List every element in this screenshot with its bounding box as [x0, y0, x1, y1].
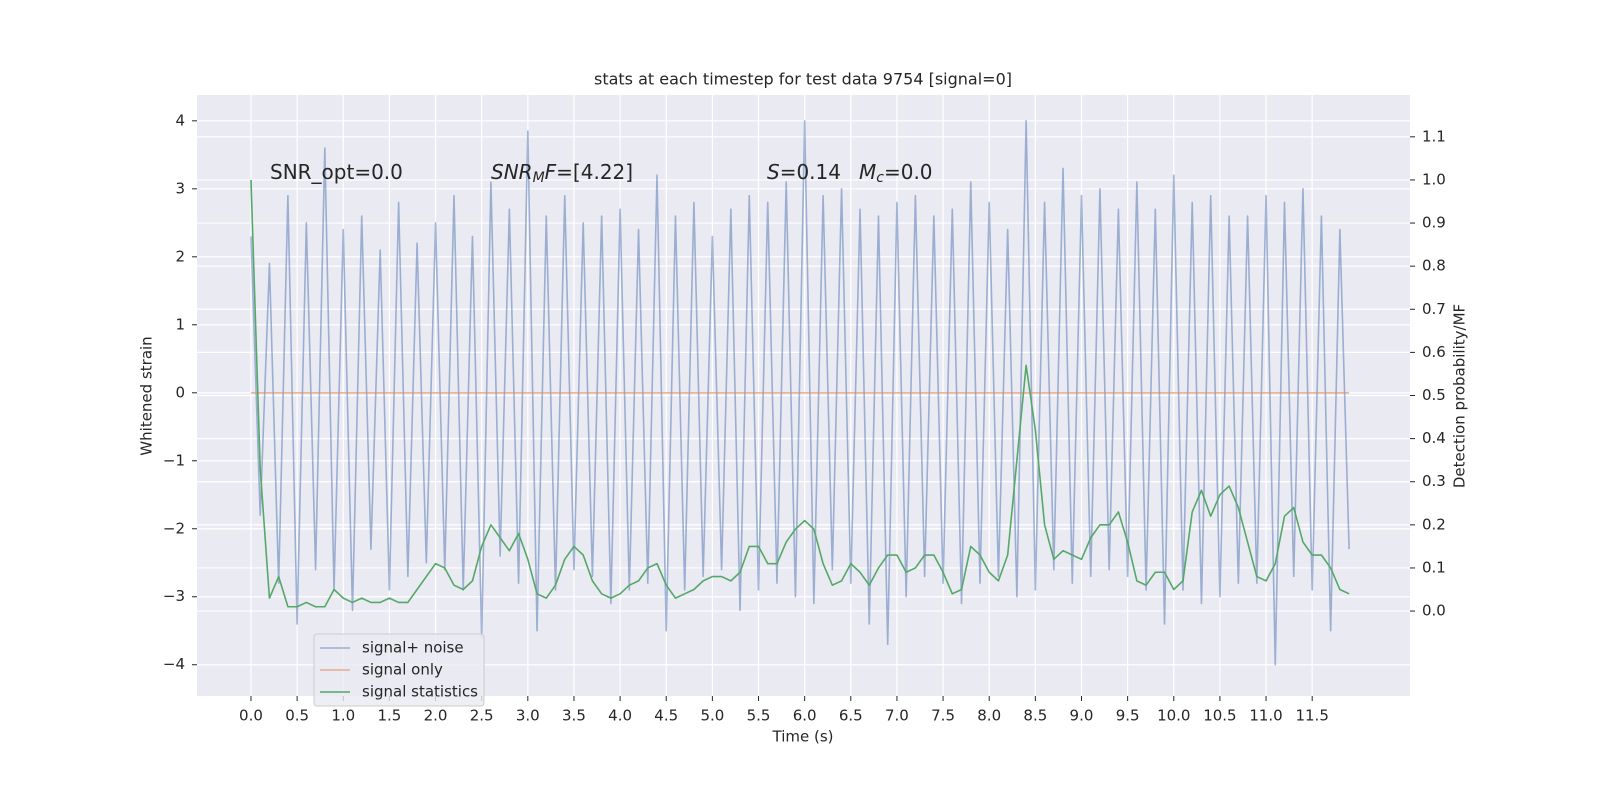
chart-title: stats at each timestep for test data 975…	[594, 70, 1012, 89]
x-tick-label: 8.5	[1023, 707, 1047, 725]
y2-tick-label: 1.1	[1422, 127, 1446, 145]
x-axis-label: Time (s)	[772, 728, 834, 746]
annotation: Mc=0.0	[859, 160, 933, 187]
legend-label: signal+ noise	[362, 639, 464, 657]
x-tick-label: 2.5	[470, 707, 494, 725]
y-tick-label: 3	[175, 179, 185, 197]
y2-tick-label: 0.8	[1422, 257, 1446, 275]
annotation-part: SNR_opt=0.0	[270, 160, 403, 184]
y2-tick-label: 0.6	[1422, 343, 1446, 361]
x-tick-label: 6.5	[839, 707, 863, 725]
annotation-part: =0.0	[884, 160, 933, 184]
x-tick-label: 9.0	[1070, 707, 1094, 725]
annotation-part: =[4.22]	[556, 160, 633, 184]
y2-tick-label: 0.7	[1422, 300, 1446, 318]
x-tick-label: 1.5	[377, 707, 401, 725]
y-tick-label: −2	[163, 519, 185, 537]
y2-tick-label: 0.2	[1422, 515, 1446, 533]
series-line	[250, 120, 1350, 666]
annotation-part: =0.14	[780, 160, 841, 184]
x-tick-label: 7.5	[931, 707, 955, 725]
x-tick-label: 5.5	[747, 707, 771, 725]
x-tick-label: 3.0	[516, 707, 540, 725]
x-tick-label: 11.0	[1249, 707, 1282, 725]
y-tick-label: 4	[175, 111, 185, 129]
x-tick-label: 1.0	[331, 707, 355, 725]
y2-tick-label: 1.0	[1422, 170, 1446, 188]
y-tick-label: 0	[175, 383, 185, 401]
x-tick-label: 9.5	[1116, 707, 1140, 725]
y2-tick-label: 0.4	[1422, 429, 1446, 447]
legend-label: signal only	[362, 661, 443, 679]
y2-axis-label: Detection probability/MF	[1451, 304, 1469, 488]
x-tick-label: 0.5	[285, 707, 309, 725]
y-tick-label: 1	[175, 315, 185, 333]
annotation: S=0.14	[767, 160, 841, 184]
series-line	[250, 179, 1350, 608]
x-tick-label: 11.5	[1295, 707, 1328, 725]
x-tick-label: 6.0	[793, 707, 817, 725]
annotation-part: M	[533, 170, 545, 186]
x-tick-label: 5.0	[700, 707, 724, 725]
x-tick-label: 4.5	[654, 707, 678, 725]
legend-label: signal statistics	[362, 683, 478, 701]
y-axis-label: Whitened strain	[138, 336, 156, 455]
y2-tick-label: 0.3	[1422, 472, 1446, 490]
x-tick-label: 8.0	[977, 707, 1001, 725]
annotation-part: c	[876, 170, 884, 186]
legend-box	[313, 633, 485, 707]
y-tick-label: −4	[163, 655, 185, 673]
annotation-part: SNR	[491, 160, 533, 184]
x-tick-label: 10.0	[1157, 707, 1190, 725]
annotation: SNRMF=[4.22]	[491, 160, 633, 187]
y-tick-label: −3	[163, 587, 185, 605]
y-tick-label: 2	[175, 247, 185, 265]
annotation-part: F	[545, 160, 557, 184]
y2-tick-label: 0.1	[1422, 558, 1446, 576]
x-tick-label: 10.5	[1203, 707, 1236, 725]
x-tick-label: 0.0	[239, 707, 263, 725]
x-tick-label: 3.5	[562, 707, 586, 725]
y2-tick-label: 0.0	[1422, 602, 1446, 620]
x-tick-label: 4.0	[608, 707, 632, 725]
y2-tick-label: 0.5	[1422, 386, 1446, 404]
x-tick-label: 2.0	[424, 707, 448, 725]
annotation-part: M	[859, 160, 876, 184]
x-tick-label: 7.0	[885, 707, 909, 725]
annotation: SNR_opt=0.0	[270, 160, 403, 184]
y2-tick-label: 0.9	[1422, 214, 1446, 232]
annotation-part: S	[767, 160, 780, 184]
y-tick-label: −1	[163, 451, 185, 469]
